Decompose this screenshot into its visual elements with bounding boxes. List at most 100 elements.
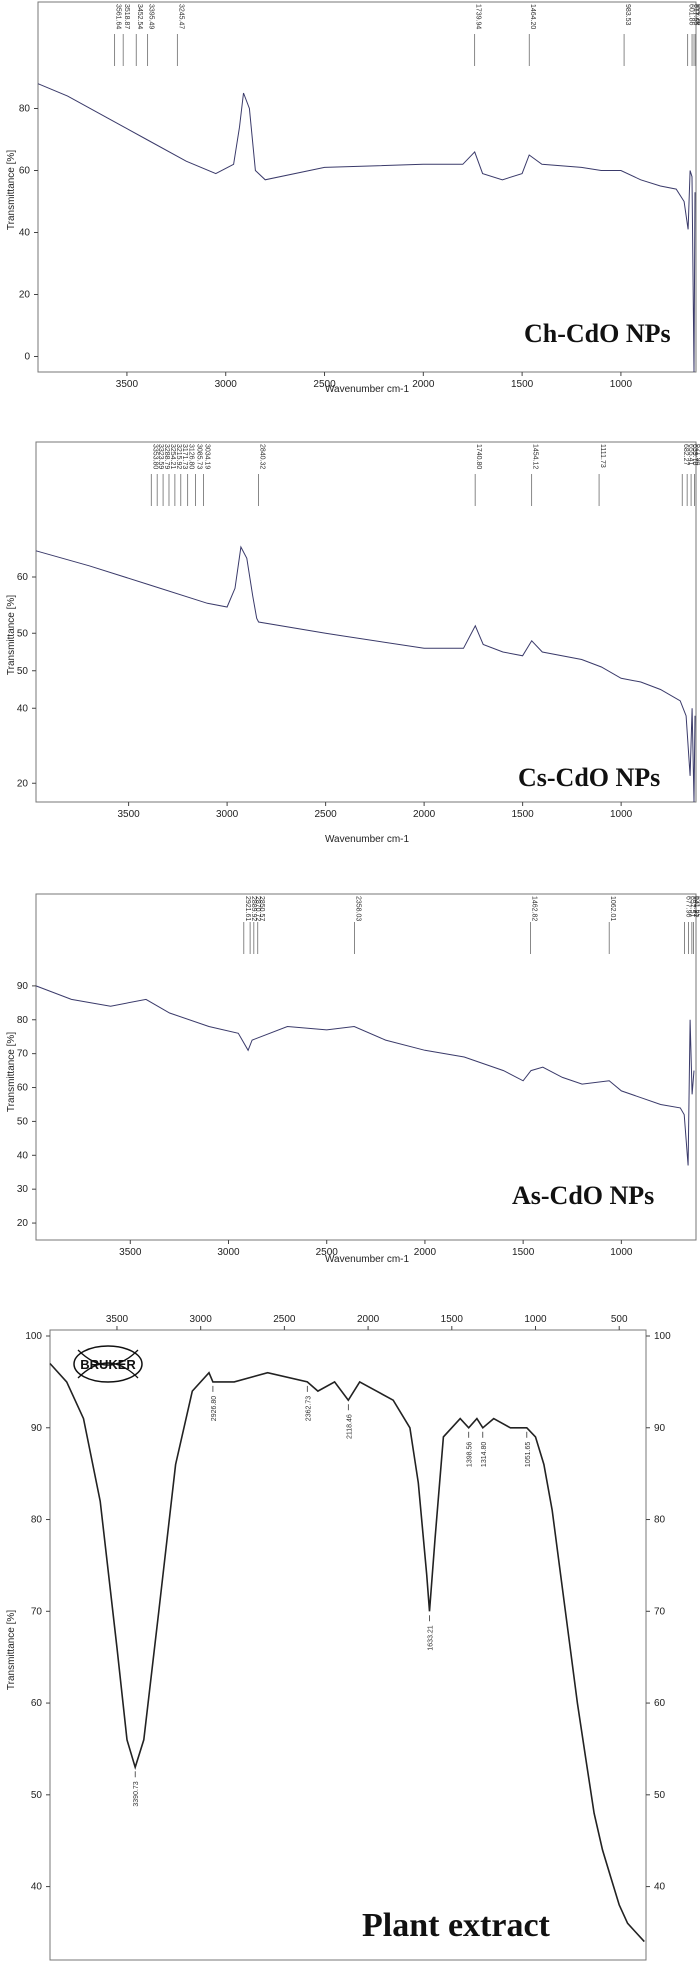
sample-label: Ch-CdO NPs <box>524 319 671 348</box>
plot-frame <box>35 893 697 1241</box>
y-tick-label: 90 <box>17 981 29 992</box>
x-tick-label: 1000 <box>610 809 633 820</box>
x-tick-label: 3000 <box>216 809 239 820</box>
x-tick-label: 1500 <box>512 809 535 820</box>
x-tick-label: 1000 <box>524 1314 547 1325</box>
sample-label: Cs-CdO NPs <box>518 763 660 792</box>
peak-label: 3395.49 <box>148 4 155 29</box>
x-tick-label: 2500 <box>316 1247 339 1258</box>
series-line <box>49 1362 645 1943</box>
x-tick-label: 3500 <box>106 1314 129 1325</box>
peak-label: 3561.64 <box>115 4 122 29</box>
y-tick-label-right: 70 <box>654 1606 666 1617</box>
peak-label: 1454.12 <box>532 444 539 469</box>
peak-label: 3518.87 <box>123 4 130 29</box>
y-tick-label: 50 <box>17 628 29 639</box>
y-axis-label: Transmittance [%] <box>6 1610 17 1690</box>
x-tick-label: 2500 <box>314 809 337 820</box>
peak-label: 621.94 <box>694 444 700 466</box>
peak-label: 631.65 <box>694 896 700 918</box>
y-tick-label-right: 50 <box>654 1790 666 1801</box>
peak-label: 1462.82 <box>530 896 537 921</box>
y-tick-label: 40 <box>17 1150 29 1161</box>
peak-label: 983.53 <box>624 4 631 26</box>
y-axis-label: Transmittance [%] <box>6 1032 17 1112</box>
x-tick-label: 3000 <box>215 379 238 390</box>
x-tick-label: 1500 <box>441 1314 464 1325</box>
peak-label: 3323.59 <box>157 444 164 469</box>
y-tick-label: 40 <box>19 228 31 239</box>
peak-label: 2921.61 <box>244 896 251 921</box>
y-tick-label-right: 90 <box>654 1423 666 1434</box>
plot-frame <box>35 441 697 803</box>
series-line <box>35 985 695 1166</box>
peak-label: 657.51 <box>689 896 696 918</box>
peak-label: 3353.80 <box>151 444 158 469</box>
x-tick-label: 3500 <box>116 379 139 390</box>
peak-label: 1314.80 <box>481 1442 488 1467</box>
sample-label: Plant extract <box>362 1907 551 1944</box>
chart-panel-ch-cdo: 3500 3000 2500 2000 1500 1000 0 20 40 60 80 3561.64… <box>0 0 700 400</box>
x-tick-label: 3000 <box>190 1314 213 1325</box>
peak-label: 3126.80 <box>188 444 195 469</box>
peak-label: 3254.21 <box>169 444 176 469</box>
chart-panel-plant-extract: 3500 3000 2500 2000 1500 1000 500 40 40 50 50 60 60 7… <box>0 1290 700 1971</box>
peak-label: 2358.03 <box>355 896 362 921</box>
peak-label: 1111.73 <box>599 444 606 468</box>
plot-frame <box>49 1329 647 1961</box>
peak-label: 3390.73 <box>133 1781 140 1806</box>
x-tick-label: 3500 <box>117 809 140 820</box>
x-tick-label: 1500 <box>512 1247 535 1258</box>
x-tick-label: 1000 <box>610 1247 633 1258</box>
y-tick-label: 60 <box>17 1083 29 1094</box>
y-tick-label: 20 <box>19 290 31 301</box>
x-tick-label: 1000 <box>610 379 633 390</box>
y-tick-label: 60 <box>31 1698 43 1709</box>
y-tick-label: 0 <box>24 352 30 363</box>
peak-label: 3034.19 <box>203 444 210 469</box>
chart-cs-cdo: 3500 3000 2500 2000 1500 1000 20 40 50 50 60 3353.8… <box>6 441 700 845</box>
y-tick-label: 40 <box>17 703 29 714</box>
peak-label: 682.27 <box>682 444 689 466</box>
peak-label: 617.55 <box>692 4 699 26</box>
y-tick-label-right: 60 <box>654 1698 666 1709</box>
peak-label: 3171.73 <box>181 444 188 469</box>
y-tick-label: 80 <box>31 1515 43 1526</box>
peak-label: 601.86 <box>688 4 695 26</box>
y-tick-label-right: 100 <box>654 1331 671 1342</box>
y-tick-label: 60 <box>19 166 31 177</box>
x-tick-label: 2000 <box>357 1314 380 1325</box>
peak-label: 3245.47 <box>177 4 184 29</box>
x-tick-label: 3000 <box>217 1247 240 1258</box>
peak-label: 1062.01 <box>609 896 616 921</box>
peak-label: 2926.80 <box>211 1396 218 1421</box>
y-tick-label: 40 <box>31 1882 43 1893</box>
sample-label: As-CdO NPs <box>512 1181 654 1210</box>
bruker-logo: BRUKER <box>73 1345 143 1383</box>
peak-label: 1051.65 <box>525 1442 532 1467</box>
y-tick-label-right: 40 <box>654 1882 666 1893</box>
chart-ch-cdo: 3500 3000 2500 2000 1500 1000 0 20 40 60 80 3561.64… <box>6 1 700 395</box>
peak-label: 639.78 <box>691 444 698 466</box>
peak-label: 3215.92 <box>175 444 182 469</box>
svg-text:BRUKER: BRUKER <box>80 1357 136 1372</box>
peak-label: 2889.92 <box>250 896 257 921</box>
peak-label: 655.41 <box>687 444 694 466</box>
peak-label: 611.26 <box>694 4 700 25</box>
x-tick-label: 2000 <box>412 379 435 390</box>
y-axis-label: Transmittance [%] <box>6 150 17 230</box>
peak-label: 1740.80 <box>475 444 482 469</box>
y-tick-label: 70 <box>31 1606 43 1617</box>
peak-label: 2850.57 <box>258 896 265 921</box>
x-tick-label: 2000 <box>414 1247 437 1258</box>
chart-panel-cs-cdo: 3500 3000 2500 2000 1500 1000 20 40 50 50 60 3353.8… <box>0 440 700 850</box>
y-tick-label: 20 <box>17 778 29 789</box>
x-tick-label: 2500 <box>273 1314 296 1325</box>
x-tick-label: 500 <box>611 1314 628 1325</box>
x-tick-label: 2500 <box>313 379 336 390</box>
chart-panel-as-cdo: 3500 3000 2500 2000 1500 1000 20 30 40 50 60 70 80 90… <box>0 892 700 1272</box>
x-axis-label: Wavenumber cm-1 <box>325 384 410 395</box>
y-tick-label: 80 <box>19 104 31 115</box>
x-tick-label: 3500 <box>119 1247 142 1258</box>
y-tick-label: 100 <box>25 1331 42 1342</box>
